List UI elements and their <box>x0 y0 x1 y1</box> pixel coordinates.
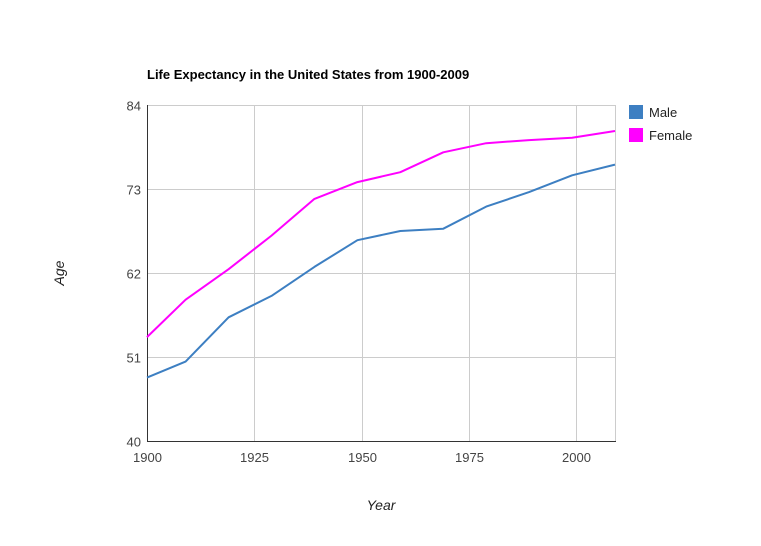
axis-layer <box>147 105 616 442</box>
y-tick-label: 73 <box>127 183 141 198</box>
y-tick-label: 84 <box>127 99 141 114</box>
legend-swatch-female <box>629 128 643 142</box>
x-axis-title: Year <box>367 497 397 513</box>
chart-title: Life Expectancy in the United States fro… <box>147 67 469 82</box>
tick-layer: 40 51 62 73 84 1900 1925 1950 1975 2000 <box>127 99 591 466</box>
series-layer <box>146 130 616 379</box>
y-tick-label: 62 <box>127 267 141 282</box>
y-tick-label: 40 <box>127 435 141 450</box>
y-tick-label: 51 <box>127 351 141 366</box>
x-tick-label: 1900 <box>133 450 162 465</box>
legend-label-male: Male <box>649 105 677 120</box>
legend-label-female: Female <box>649 128 692 143</box>
x-tick-label: 1975 <box>455 450 484 465</box>
legend-swatch-male <box>629 105 643 119</box>
legend: Male Female <box>629 105 692 143</box>
grid-layer <box>147 105 616 441</box>
y-axis-title: Age <box>51 260 67 286</box>
x-tick-label: 1950 <box>348 450 377 465</box>
x-tick-label: 2000 <box>562 450 591 465</box>
series-line-female <box>146 130 616 338</box>
x-tick-label: 1925 <box>240 450 269 465</box>
series-line-male <box>146 163 616 379</box>
